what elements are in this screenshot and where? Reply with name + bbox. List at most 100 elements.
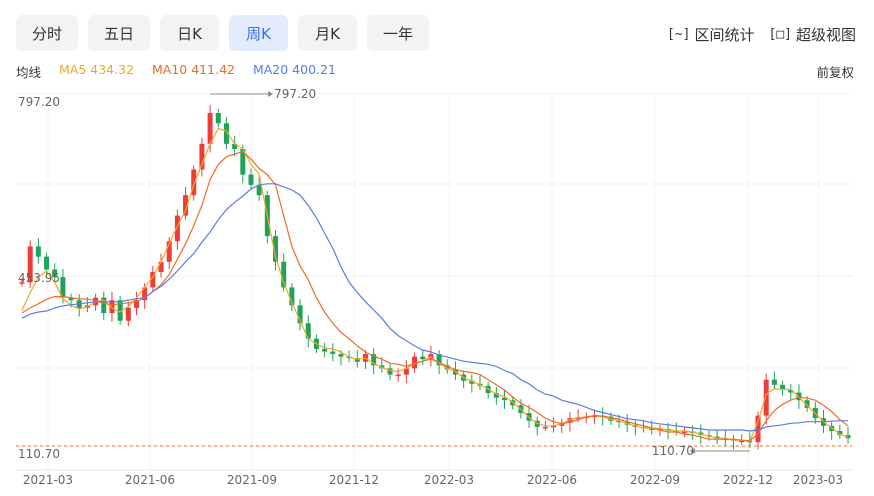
super-view-button[interactable]: [□] 超级视图 [769, 24, 857, 45]
legend-prefix: 均线 [16, 65, 42, 80]
candle-body [444, 365, 450, 370]
candles [19, 104, 851, 450]
candle-body [142, 287, 148, 301]
legend-ma20: MA20 400.21 [252, 62, 336, 77]
candle-body [681, 431, 687, 433]
candle-body [183, 195, 189, 216]
min-marker-label: 110.70 [652, 444, 694, 458]
x-tick-label: 2022-12 [723, 473, 773, 487]
candle-body [575, 417, 581, 420]
candle-body [52, 269, 58, 278]
candle-body [19, 282, 25, 284]
tab-one-year[interactable]: 一年 [367, 15, 430, 51]
candle-body [133, 300, 139, 308]
legend-ma10: MA10 411.42 [152, 62, 235, 77]
candle-body [256, 184, 262, 196]
range-stats-label: 区间统计 [694, 26, 755, 44]
candle-body [542, 426, 548, 429]
candle-body [420, 356, 426, 360]
tab-five-day[interactable]: 五日 [88, 15, 151, 51]
candle-body [273, 236, 279, 262]
candle-body [248, 174, 254, 185]
candle-body [788, 389, 794, 393]
tab-intraday[interactable]: 分时 [16, 15, 79, 51]
candle-body [289, 287, 295, 306]
ma-line-ma5 [21, 127, 849, 442]
candle-body [158, 261, 164, 273]
candle-body [297, 305, 303, 324]
y-tick-label: 453.95 [18, 271, 60, 285]
max-marker-arrow [268, 91, 274, 97]
x-tick-label: 2021-03 [23, 473, 73, 487]
candle-body [322, 348, 328, 352]
min-marker-arrow [689, 448, 695, 454]
candle-body [567, 418, 573, 423]
candle-body [44, 256, 50, 270]
candle-body [232, 143, 238, 149]
candle-body [215, 113, 221, 124]
candle-body [150, 272, 156, 288]
adjust-mode[interactable]: 前复权 [816, 65, 854, 80]
candle-body [125, 307, 131, 321]
candle-body [199, 143, 205, 170]
x-tick-label: 2022-09 [630, 473, 680, 487]
period-tabs: 分时 五日 日K 周K 月K 一年 [16, 15, 430, 51]
candle-body [174, 215, 180, 242]
candle-body [591, 415, 597, 418]
candle-body [469, 380, 475, 384]
candle-body [35, 246, 41, 257]
x-tick-label: 2022-06 [527, 473, 577, 487]
candle-body [616, 420, 622, 423]
candle-body [502, 397, 508, 401]
candle-body [330, 351, 336, 355]
ma-line-ma10 [21, 150, 849, 442]
candle-body [436, 354, 442, 366]
candle-body [27, 246, 33, 283]
candle-body [551, 425, 557, 428]
candle-body [338, 354, 344, 357]
x-tick-label: 2021-09 [227, 473, 277, 487]
candle-body [771, 379, 777, 385]
tab-daily-k[interactable]: 日K [160, 15, 220, 51]
x-tick-label: 2021-06 [125, 473, 175, 487]
ma-lines [16, 127, 852, 447]
candle-body [780, 384, 786, 390]
y-tick-label: 797.20 [18, 95, 60, 109]
candle-body [395, 374, 401, 377]
ma-legend: 均线 MA5 434.32 MA10 411.42 MA20 400.21 [16, 62, 336, 81]
candle-body [240, 148, 246, 175]
tab-weekly-k[interactable]: 周K [229, 15, 289, 51]
candle-body [403, 368, 409, 375]
y-tick-label: 110.70 [18, 447, 60, 461]
candle-body [755, 415, 761, 443]
candle-body [207, 113, 213, 144]
candle-body [412, 356, 418, 369]
candle-body [60, 277, 66, 298]
candle-body [354, 358, 360, 362]
x-tick-label: 2021-12 [329, 473, 379, 487]
x-tick-label: 2022-03 [424, 473, 474, 487]
candle-body [763, 379, 769, 416]
super-view-label: 超级视图 [795, 26, 856, 44]
candle-body [837, 430, 843, 436]
candle-body [493, 393, 499, 398]
range-stats-button[interactable]: [~] 区间统计 [667, 24, 755, 45]
candle-body [223, 123, 229, 144]
axis-labels: 797.20 453.95 110.70 2021-03 2021-06 2021-09 2… [18, 87, 843, 487]
candle-body [739, 440, 745, 443]
candle-body [281, 261, 287, 288]
candle-body [804, 400, 810, 408]
chart-grid [16, 93, 852, 471]
candle-body [117, 300, 123, 321]
candle-body [305, 323, 311, 339]
tab-monthly-k[interactable]: 月K [298, 15, 358, 51]
candle-body [191, 169, 197, 196]
x-tick-label: 2023-03 [793, 473, 843, 487]
candle-body [371, 354, 377, 366]
max-marker-label: 797.20 [274, 87, 316, 101]
legend-ma5: MA5 434.32 [59, 62, 135, 77]
ma-line-ma20 [21, 183, 848, 432]
candle-body [109, 300, 115, 314]
candle-body [649, 428, 655, 430]
